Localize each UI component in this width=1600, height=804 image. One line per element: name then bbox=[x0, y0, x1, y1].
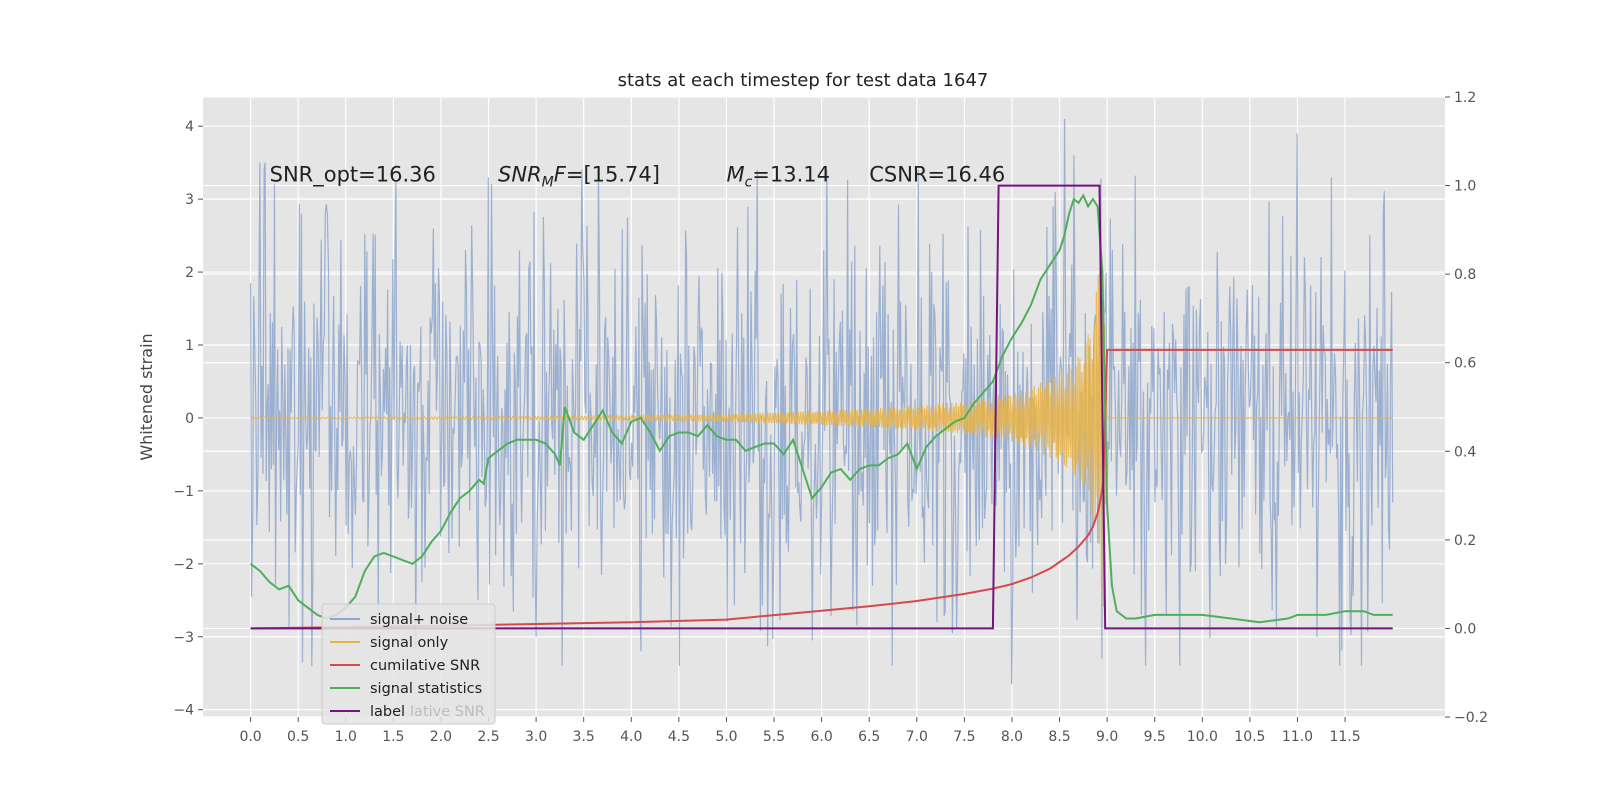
stats-annotation: CSNR=16.46 bbox=[869, 163, 1005, 187]
series-signal-only-line bbox=[250, 274, 1393, 608]
y-tick-label: 4 bbox=[185, 119, 194, 135]
y-right-tick-label: 0.2 bbox=[1454, 533, 1476, 549]
legend-box bbox=[321, 603, 496, 725]
x-tick-label: 8.0 bbox=[1001, 729, 1023, 745]
annotation-part: M bbox=[542, 175, 554, 191]
x-tick-label: 5.5 bbox=[763, 729, 785, 745]
legend-label: signal only bbox=[370, 635, 449, 651]
legend-label: signal statistics bbox=[370, 681, 482, 697]
y-tick-label: 1 bbox=[185, 338, 194, 354]
x-tick-label: 6.0 bbox=[810, 729, 832, 745]
x-tick-label: 0.5 bbox=[287, 729, 309, 745]
chart-title: stats at each timestep for test data 164… bbox=[618, 70, 989, 91]
x-tick-label: 6.5 bbox=[858, 729, 880, 745]
annotation-part: CSNR=16.46 bbox=[869, 163, 1005, 187]
y-tick-label: −1 bbox=[173, 484, 194, 500]
x-tick-label: 3.5 bbox=[573, 729, 595, 745]
x-tick-label: 11.0 bbox=[1282, 729, 1313, 745]
legend: signal+ noise signal only cumilative SNR si… bbox=[321, 603, 496, 725]
x-tick-label: 1.5 bbox=[382, 729, 404, 745]
stats-annotation: Mc=13.14 bbox=[726, 163, 830, 191]
y-tick-label: −3 bbox=[173, 630, 194, 646]
annotation-part: =13.14 bbox=[752, 163, 830, 187]
legend-label: label bbox=[370, 704, 405, 720]
y-right-tick-label: 0.8 bbox=[1454, 267, 1476, 283]
legend-label: cumilative SNR bbox=[370, 658, 480, 674]
annotations: SNR_opt=16.36 SNRMF=[15.74] Mc=13.14 CSNR=1… bbox=[270, 163, 1006, 191]
y-right-tick-label: 0.6 bbox=[1454, 356, 1476, 372]
x-tick-label: 9.0 bbox=[1096, 729, 1118, 745]
series-signal-noise-line bbox=[250, 118, 1394, 685]
series-cumilative-snr-line bbox=[250, 348, 1393, 630]
data-layer bbox=[249, 118, 1394, 685]
x-tick-label: 4.0 bbox=[620, 729, 642, 745]
y-right-tick-label: 1.0 bbox=[1454, 179, 1476, 195]
x-tick-label: 10.5 bbox=[1234, 729, 1265, 745]
x-tick-label: 10.0 bbox=[1187, 729, 1218, 745]
stats-annotation: SNRMF=[15.74] bbox=[498, 163, 660, 191]
y-tick-label: −2 bbox=[173, 557, 194, 573]
annotation-part: SNR bbox=[498, 163, 542, 187]
annotation-part: M bbox=[726, 163, 744, 187]
y-right-tick-label: 0.4 bbox=[1454, 444, 1476, 460]
legend-ghost-text: lative SNR bbox=[410, 704, 485, 720]
y-right-tick-label: 0.0 bbox=[1454, 621, 1476, 637]
x-tick-label: 8.5 bbox=[1048, 729, 1070, 745]
x-tick-label: 5.0 bbox=[715, 729, 737, 745]
x-tick-label: 0.0 bbox=[239, 729, 261, 745]
x-tick-label: 7.0 bbox=[906, 729, 928, 745]
series-signal-statistics-line bbox=[249, 193, 1393, 624]
axis-ticks: 0.0 0.5 1.0 1.5 2.0 2.5 3.0 3.5 4.0 4.5 5.0 5.5 6.0 6… bbox=[173, 90, 1488, 745]
y-tick-label: 3 bbox=[185, 192, 194, 208]
x-tick-label: 7.5 bbox=[953, 729, 975, 745]
x-tick-label: 1.0 bbox=[335, 729, 357, 745]
y-right-tick-label: −0.2 bbox=[1454, 710, 1488, 726]
x-tick-label: 11.5 bbox=[1329, 729, 1360, 745]
y-axis-label: Whitened strain bbox=[137, 333, 156, 460]
x-tick-label: 2.5 bbox=[477, 729, 499, 745]
legend-label: signal+ noise bbox=[370, 612, 468, 628]
annotation-part: SNR_opt=16.36 bbox=[270, 163, 436, 188]
y-tick-label: 0 bbox=[185, 411, 194, 427]
series-label-line bbox=[250, 184, 1393, 630]
x-tick-label: 4.5 bbox=[668, 729, 690, 745]
annotation-part: F bbox=[554, 163, 567, 187]
annotation-part: c bbox=[745, 175, 753, 191]
annotation-part: =[15.74] bbox=[566, 163, 660, 187]
x-tick-label: 3.0 bbox=[525, 729, 547, 745]
x-tick-label: 9.5 bbox=[1144, 729, 1166, 745]
y-right-tick-label: 1.2 bbox=[1454, 90, 1476, 106]
x-tick-label: 2.0 bbox=[430, 729, 452, 745]
y-tick-label: 2 bbox=[185, 265, 194, 281]
stats-annotation: SNR_opt=16.36 bbox=[270, 163, 436, 188]
y-tick-label: −4 bbox=[173, 703, 194, 719]
